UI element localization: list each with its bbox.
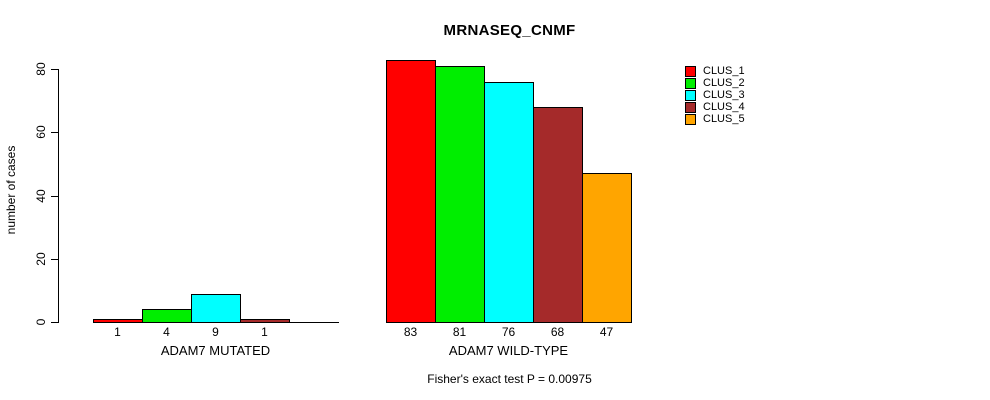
group-label: ADAM7 MUTATED	[160, 343, 271, 358]
legend-label: CLUS_2	[703, 77, 745, 89]
y-axis-tick	[51, 69, 59, 70]
y-tick-label: 40	[34, 189, 48, 203]
y-axis-tick	[51, 132, 59, 133]
legend-swatch	[685, 101, 696, 113]
legend-label: CLUS_3	[703, 89, 745, 101]
bar	[191, 294, 241, 323]
bar-value-label: 4	[163, 325, 170, 339]
legend-item: CLUS_5	[685, 113, 745, 125]
bar	[435, 66, 485, 323]
bar-value-label: 76	[501, 325, 516, 339]
bar	[386, 60, 436, 323]
y-axis-tick	[51, 322, 59, 323]
bar-value-label: 9	[212, 325, 219, 339]
bar-value-label: 1	[261, 325, 268, 339]
legend: CLUS_1 CLUS_2 CLUS_3 CLUS_4 CLUS_5	[685, 65, 745, 125]
y-tick-label: 60	[34, 125, 48, 139]
legend-label: CLUS_1	[703, 65, 745, 77]
bar	[142, 309, 192, 323]
y-axis-tick	[51, 196, 59, 197]
bar-value-label: 81	[452, 325, 467, 339]
y-axis-label: number of cases	[4, 145, 18, 235]
bar	[484, 82, 534, 323]
y-tick-label: 20	[34, 252, 48, 266]
fisher-test-annotation: Fisher's exact test P = 0.00975	[427, 372, 592, 386]
legend-swatch	[685, 89, 696, 101]
y-tick-label: 0	[34, 318, 48, 326]
bar-value-label: 47	[599, 325, 614, 339]
bar	[533, 107, 583, 323]
legend-label: CLUS_5	[703, 113, 745, 125]
legend-item: CLUS_2	[685, 77, 745, 89]
y-tick-label: 80	[34, 62, 48, 76]
y-axis-tick	[51, 259, 59, 260]
bar-value-label: 68	[550, 325, 565, 339]
legend-swatch	[685, 65, 696, 77]
legend-item: CLUS_4	[685, 101, 745, 113]
legend-swatch	[685, 77, 696, 89]
legend-swatch	[685, 113, 696, 125]
bar-value-label: 1	[114, 325, 121, 339]
group-label: ADAM7 WILD-TYPE	[448, 343, 569, 358]
legend-label: CLUS_4	[703, 101, 745, 113]
legend-item: CLUS_3	[685, 89, 745, 101]
bar	[93, 319, 143, 323]
legend-item: CLUS_1	[685, 65, 745, 77]
bar-value-label: 83	[403, 325, 418, 339]
chart-title: MRNASEQ_CNMF	[443, 22, 576, 39]
bar	[240, 319, 290, 323]
bar	[582, 173, 632, 323]
